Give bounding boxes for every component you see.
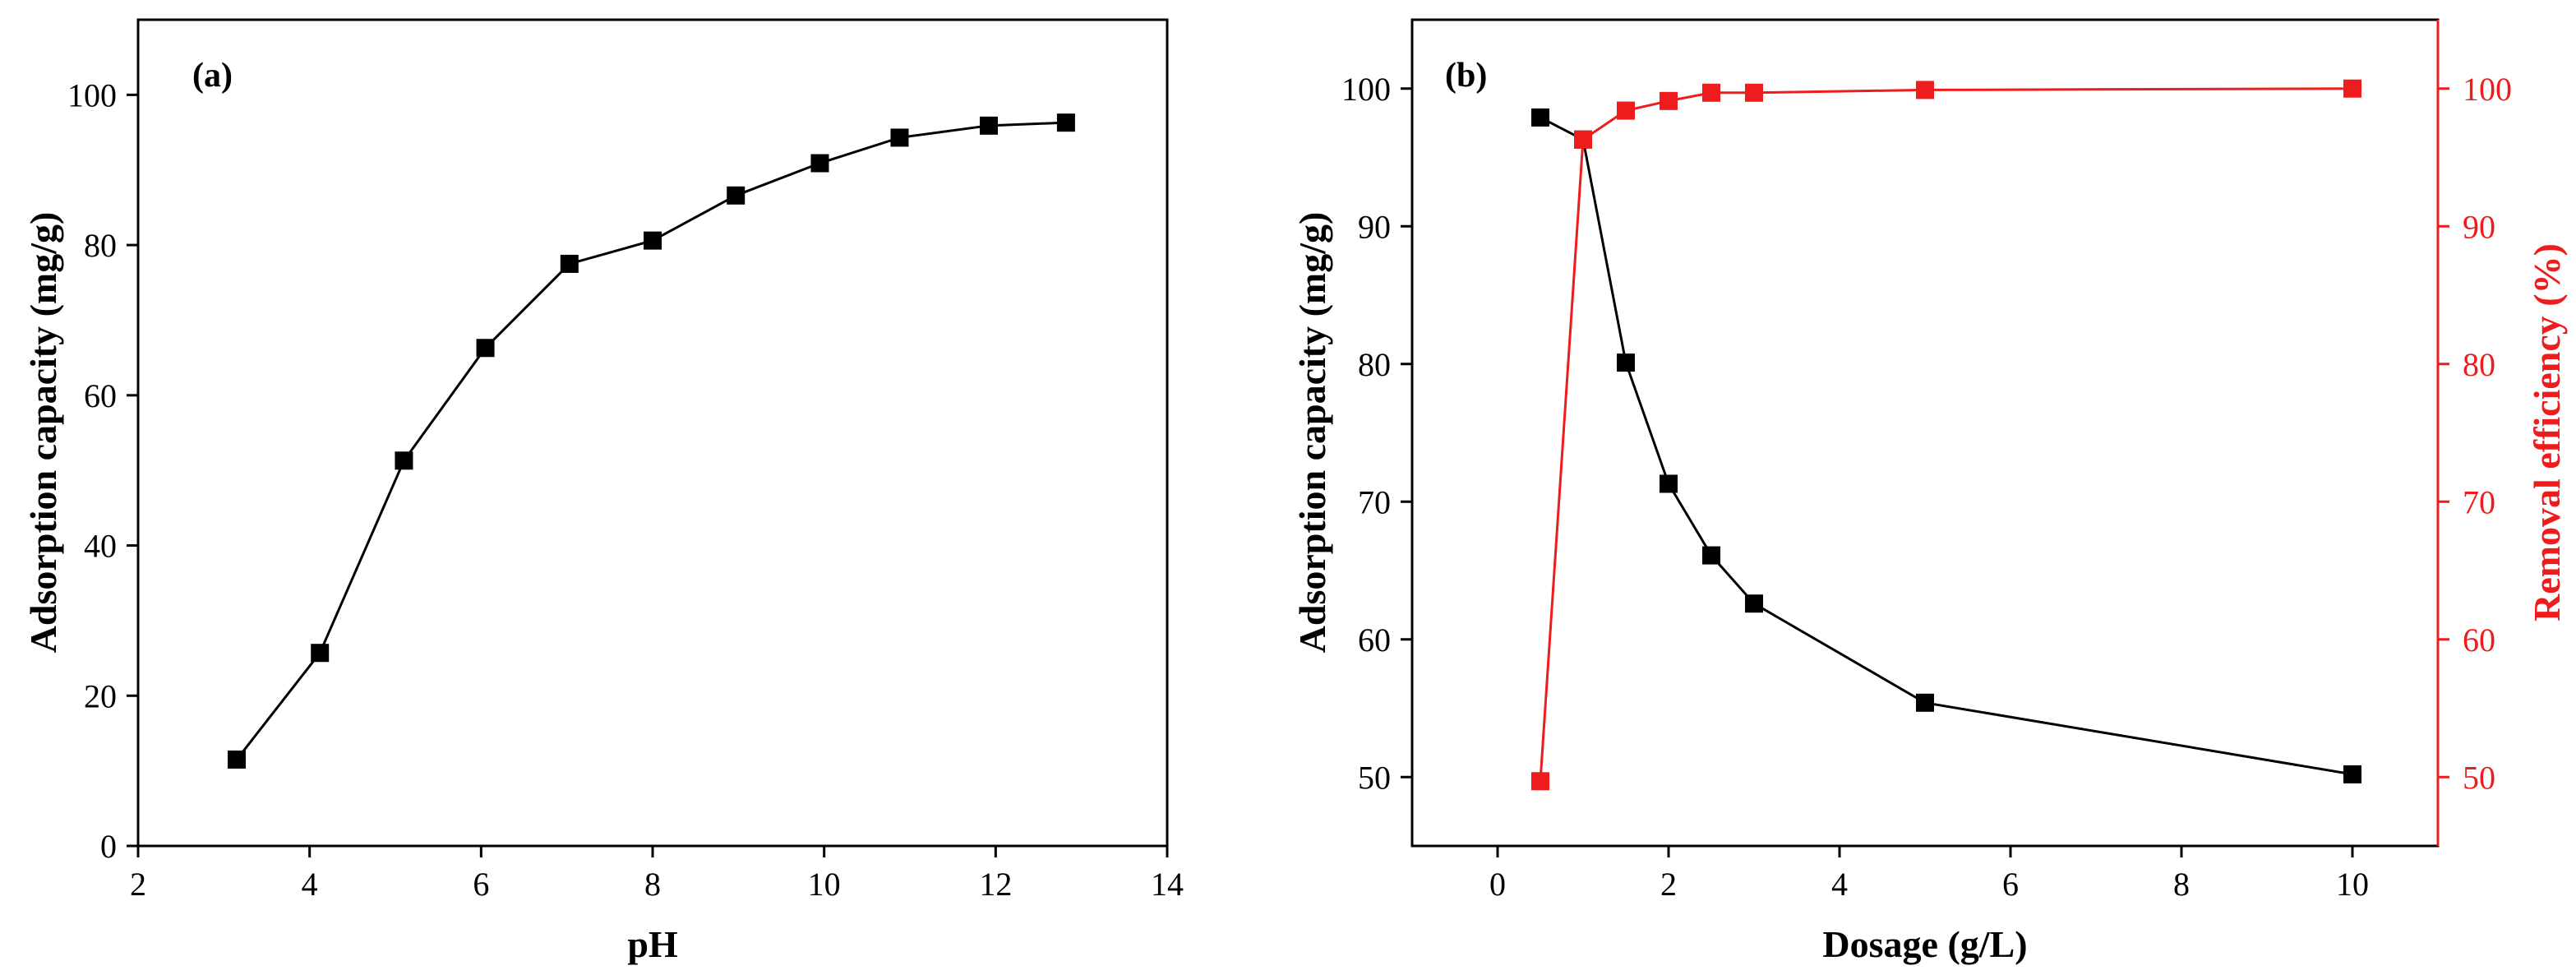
ph-adsorption-point [476, 339, 495, 358]
y-axis-ticks-a: 0 20 40 60 80 100 [67, 76, 138, 865]
y-tick-label: 60 [84, 377, 117, 414]
dosage-adsorption-point [1745, 594, 1763, 613]
removal-efficiency-point [1617, 101, 1635, 120]
y2-axis-title-b: Removal efficiency (%) [2526, 243, 2568, 622]
x-tick-label: 10 [2336, 866, 2369, 903]
plot-frame-b [1410, 18, 2440, 848]
removal-efficiency-point [1574, 130, 1592, 149]
y2-tick-label: 80 [2463, 346, 2495, 383]
ph-adsorption-point [311, 644, 330, 663]
ph-adsorption-point [395, 451, 413, 470]
x-tick-label: 2 [130, 866, 146, 903]
y-tick-label: 20 [84, 677, 117, 714]
x-tick-label: 14 [1151, 866, 1184, 903]
series-group-b [1531, 79, 2361, 791]
x-tick-label: 6 [2002, 866, 2019, 903]
dosage-adsorption-point [1916, 693, 1934, 712]
y2-tick-label: 100 [2463, 71, 2512, 108]
x-tick-label: 0 [1489, 866, 1506, 903]
series-group-a [227, 113, 1075, 769]
dosage-adsorption-point [2343, 765, 2361, 783]
dosage-adsorption-point [1702, 546, 1720, 565]
removal-efficiency-point [2343, 79, 2361, 98]
y-tick-label: 60 [1358, 622, 1391, 658]
x-tick-label: 8 [2173, 866, 2190, 903]
panel-label-b: (b) [1445, 57, 1487, 95]
x-axis-title-a: pH [627, 923, 678, 965]
y-tick-label: 100 [67, 76, 117, 113]
y2-tick-label: 70 [2463, 483, 2495, 520]
y-tick-label: 0 [100, 828, 117, 865]
ph-adsorption-point [890, 128, 909, 147]
x-tick-label: 6 [473, 866, 489, 903]
plot-frame-a [136, 18, 1169, 848]
y2-axis-ticks-b: 50 60 70 80 90 100 [2438, 71, 2512, 796]
ph-adsorption-line [235, 121, 1066, 760]
x-axis-title-b: Dosage (g/L) [1822, 923, 2027, 965]
removal-efficiency-point [1702, 83, 1720, 102]
y-axis-title-b: Adsorption capacity (mg/g) [1291, 212, 1333, 654]
x-axis-ticks-a: 2 4 6 8 10 12 14 [130, 846, 1184, 903]
dosage-adsorption-point [1617, 353, 1635, 372]
removal-efficiency-point [1916, 81, 1934, 99]
ph-adsorption-point [1056, 113, 1075, 132]
y-tick-label: 40 [84, 528, 117, 565]
dosage-adsorption-point [1531, 108, 1549, 127]
x-tick-label: 4 [1831, 866, 1848, 903]
ph-adsorption-point [644, 231, 662, 250]
chart-panel-a: 2 4 6 8 10 12 14 0 20 40 60 80 100 (a) pH Adsorptio… [22, 18, 1184, 965]
x-tick-label: 12 [979, 866, 1012, 903]
y-tick-label: 70 [1358, 483, 1391, 520]
x-tick-label: 10 [808, 866, 841, 903]
ph-adsorption-point [810, 154, 829, 173]
y-tick-label: 80 [84, 227, 117, 264]
ph-adsorption-point [979, 116, 998, 135]
y-tick-label: 100 [1341, 71, 1391, 108]
ph-adsorption-point [560, 254, 579, 273]
ph-adsorption-point [227, 750, 246, 769]
x-axis-ticks-b: 0 2 4 6 8 10 [1489, 846, 2369, 903]
removal-efficiency-point [1745, 83, 1763, 102]
y-axis-title-a: Adsorption capacity (mg/g) [22, 212, 64, 654]
removal-efficiency-point [1531, 772, 1549, 791]
y2-tick-label: 60 [2463, 622, 2495, 658]
x-tick-label: 4 [302, 866, 318, 903]
x-tick-label: 8 [644, 866, 661, 903]
removal-efficiency-line [1539, 87, 2353, 782]
removal-efficiency-point [1660, 91, 1678, 110]
y2-tick-label: 90 [2463, 208, 2495, 245]
ph-adsorption-point [727, 186, 746, 205]
dosage-adsorption-line [1540, 116, 2353, 776]
y2-tick-label: 50 [2463, 759, 2495, 796]
y-tick-label: 80 [1358, 346, 1391, 383]
y-tick-label: 50 [1358, 759, 1391, 796]
y-axis-ticks-b: 50 60 70 80 90 100 [1341, 71, 1412, 796]
y-tick-label: 90 [1358, 208, 1391, 245]
dosage-adsorption-point [1660, 474, 1678, 493]
panel-label-a: (a) [192, 57, 233, 95]
x-tick-label: 2 [1660, 866, 1677, 903]
